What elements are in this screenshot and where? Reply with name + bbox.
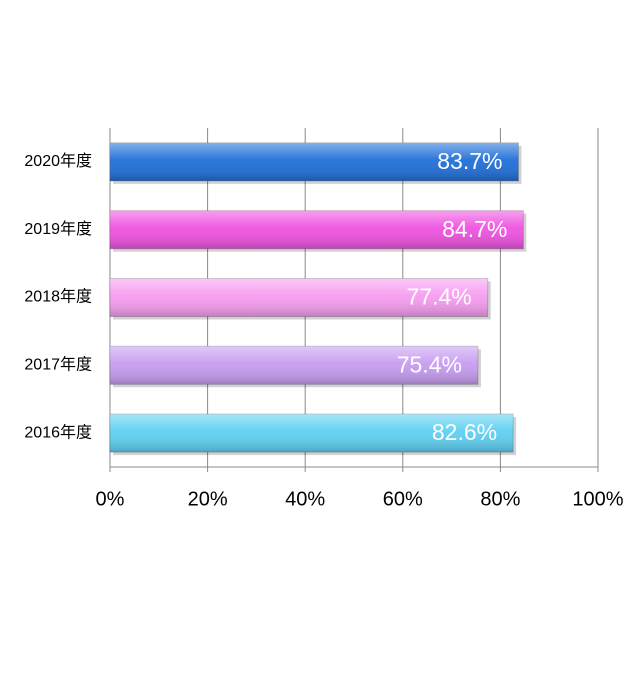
bar-gloss	[110, 346, 478, 385]
x-tick-label: 60%	[383, 488, 423, 510]
x-tick-label: 0%	[96, 488, 125, 510]
x-tick-label: 40%	[285, 488, 325, 510]
bar-gloss	[110, 142, 519, 181]
bar-gloss	[110, 210, 524, 249]
x-tick-label: 20%	[188, 488, 228, 510]
y-tick-label: 2018年度	[24, 288, 92, 306]
y-tick-label: 2019年度	[24, 220, 92, 238]
bar-gloss	[110, 414, 514, 453]
y-tick-label: 2020年度	[24, 152, 92, 170]
y-tick-label: 2016年度	[24, 423, 92, 441]
y-tick-label: 2017年度	[24, 356, 92, 374]
value-label: 75.4%	[397, 351, 462, 377]
x-tick-label: 100%	[572, 488, 623, 510]
value-label: 77.4%	[406, 284, 471, 310]
value-label: 84.7%	[442, 216, 507, 242]
value-label: 83.7%	[437, 148, 502, 174]
bar-gloss	[110, 278, 488, 317]
value-label: 82.6%	[432, 419, 497, 445]
x-tick-label: 80%	[480, 488, 520, 510]
